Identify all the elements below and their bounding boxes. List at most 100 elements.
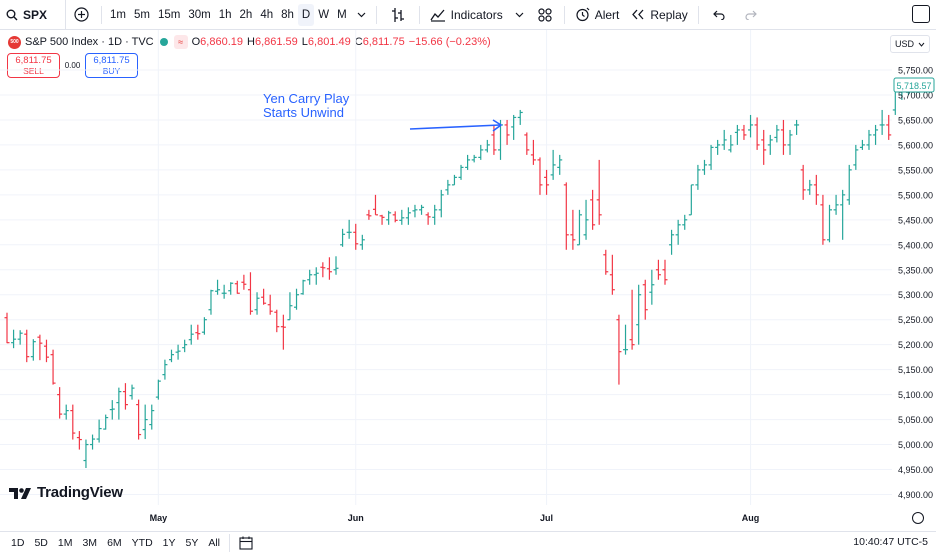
time-axis[interactable]: MayJunJulAugSep bbox=[150, 513, 936, 523]
price-chart[interactable]: 4,900.00 4,950.00 5,000.00 5,050.00 5,100.00… bbox=[0, 30, 936, 530]
ohlc-bar bbox=[419, 204, 425, 215]
indicators-dropdown[interactable] bbox=[509, 0, 530, 30]
timeframe-1h[interactable]: 1h bbox=[218, 8, 232, 21]
chart-type-button[interactable] bbox=[381, 0, 415, 30]
ohlc-bar bbox=[313, 267, 319, 285]
indicators-button[interactable]: Indicators bbox=[424, 0, 509, 30]
timeframe-15m[interactable]: 15m bbox=[157, 8, 181, 21]
timeframe-30m[interactable]: 30m bbox=[188, 8, 211, 21]
ohlc-bar bbox=[103, 414, 109, 430]
replay-button[interactable]: Replay bbox=[625, 0, 693, 30]
range-6m[interactable]: 6M bbox=[107, 537, 122, 549]
ohlc-bar bbox=[794, 119, 800, 135]
undo-button[interactable] bbox=[703, 0, 735, 30]
chart-grid bbox=[0, 30, 892, 505]
ohlc-bar bbox=[320, 262, 326, 278]
range-1d[interactable]: 1D bbox=[11, 537, 25, 549]
annotation-text-line2[interactable]: Starts Unwind bbox=[263, 105, 344, 120]
ohlc-bar bbox=[734, 124, 740, 145]
timeframe-w[interactable]: W bbox=[318, 8, 330, 21]
ohlc-bar bbox=[873, 124, 879, 145]
ohlc-bar bbox=[616, 314, 622, 385]
ohlc-bar bbox=[63, 404, 69, 420]
range-ytd[interactable]: YTD bbox=[131, 537, 153, 549]
spx-logo-icon: 500 bbox=[8, 35, 21, 49]
ohlc-bar bbox=[247, 272, 253, 315]
range-5y[interactable]: 5Y bbox=[185, 537, 199, 549]
ohlc-bar bbox=[149, 404, 155, 430]
ohlc-bar bbox=[169, 349, 174, 363]
templates-button[interactable] bbox=[530, 0, 560, 30]
ohlc-bar bbox=[754, 117, 760, 150]
ohlc-bar bbox=[353, 223, 359, 250]
ohlc-bar bbox=[201, 317, 207, 335]
annotation-text-line1[interactable]: Yen Carry Play bbox=[263, 91, 350, 106]
legend-title[interactable]: S&P 500 Index · 1D · TVC bbox=[25, 36, 154, 48]
goto-date-button[interactable] bbox=[234, 532, 258, 554]
ohlc-bar bbox=[300, 279, 306, 295]
ohlc-bar bbox=[524, 132, 530, 155]
fullscreen-icon[interactable] bbox=[912, 5, 930, 23]
x-tick-label: Jun bbox=[348, 513, 364, 523]
divider bbox=[375, 5, 377, 24]
compare-button[interactable] bbox=[66, 0, 97, 30]
annotation-arrow[interactable] bbox=[409, 119, 503, 132]
range-all[interactable]: All bbox=[208, 537, 221, 549]
ohlc-bar bbox=[853, 144, 859, 170]
timeframe-2h[interactable]: 2h bbox=[239, 8, 253, 21]
spread-value: 0.00 bbox=[64, 61, 81, 70]
ohlc-bar bbox=[83, 439, 89, 469]
range-1m[interactable]: 1M bbox=[57, 537, 73, 549]
chevron-down-icon bbox=[357, 12, 366, 17]
symbol-search-button[interactable]: SPX bbox=[0, 0, 66, 30]
ohlc-bar bbox=[886, 114, 892, 140]
range-3m[interactable]: 3M bbox=[82, 537, 98, 549]
settings-gear-icon[interactable] bbox=[912, 512, 924, 524]
timeframe-8h[interactable]: 8h bbox=[281, 8, 294, 21]
timeframe-dropdown[interactable] bbox=[351, 0, 372, 30]
bars-chart-icon bbox=[391, 7, 404, 22]
ohlc-bar bbox=[228, 282, 234, 295]
ohlc-bar bbox=[642, 279, 648, 320]
clock-label[interactable]: 10:40:47 UTC-5 bbox=[853, 536, 928, 548]
ohlc-bar bbox=[372, 194, 378, 216]
legend-high: H6,861.59 bbox=[247, 36, 298, 48]
redo-icon bbox=[745, 10, 757, 20]
tradingview-logo[interactable]: TradingView bbox=[9, 484, 123, 501]
ohlc-bar bbox=[715, 139, 721, 155]
alert-button[interactable]: Alert bbox=[569, 0, 626, 30]
market-status-icon bbox=[159, 38, 168, 46]
replay-label: Replay bbox=[650, 7, 688, 22]
ohlc-bar bbox=[846, 164, 852, 205]
ohlc-bar bbox=[346, 219, 352, 239]
ohlc-bar bbox=[182, 339, 188, 353]
ohlc-bar bbox=[261, 288, 267, 305]
timeframe-m[interactable]: M bbox=[337, 8, 347, 21]
redo-button[interactable] bbox=[735, 0, 767, 30]
currency-select[interactable]: USD bbox=[890, 35, 930, 53]
ohlc-bar bbox=[432, 204, 438, 225]
divider bbox=[697, 5, 699, 24]
y-tick-label: 5,300.00 bbox=[898, 290, 933, 300]
ohlc-bar bbox=[333, 256, 339, 275]
timeframe-1m[interactable]: 1m bbox=[110, 8, 126, 21]
ohlc-bar bbox=[603, 249, 609, 275]
ohlc-bar bbox=[741, 124, 747, 140]
timeframe-5m[interactable]: 5m bbox=[133, 8, 150, 21]
legend-low: L6,801.49 bbox=[301, 36, 351, 48]
range-1y[interactable]: 1Y bbox=[162, 537, 176, 549]
ohlc-bar bbox=[425, 212, 431, 225]
ohlc-bar bbox=[445, 179, 451, 195]
undo-icon bbox=[712, 10, 725, 20]
ohlc-bar bbox=[550, 149, 556, 180]
timeframe-d[interactable]: D bbox=[297, 3, 315, 26]
range-5d[interactable]: 5D bbox=[34, 537, 48, 549]
ohlc-bar bbox=[688, 184, 694, 216]
ohlc-bar bbox=[748, 114, 754, 138]
ohlc-bar bbox=[570, 209, 576, 250]
ohlc-bar bbox=[215, 279, 221, 295]
timeframe-4h[interactable]: 4h bbox=[260, 8, 274, 21]
range-group: 1D 5D 1M 3M 6M YTD 1Y 5Y All bbox=[0, 537, 225, 549]
price-axis[interactable]: 4,900.00 4,950.00 5,000.00 5,050.00 5,100.00… bbox=[898, 66, 933, 501]
ohlc-bar bbox=[675, 219, 681, 245]
